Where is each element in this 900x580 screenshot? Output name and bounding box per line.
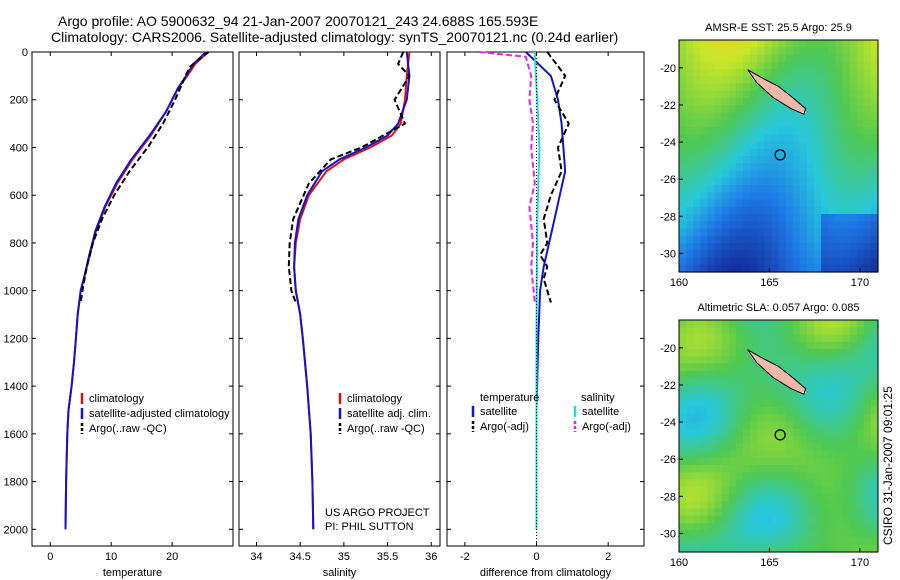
- map-x-tick-label-sst: 165: [760, 277, 778, 289]
- legend-temperature-2: Argo(..raw -QC): [89, 423, 167, 435]
- legend-diff-temp-satellite: satellite: [480, 406, 517, 418]
- y-tick-label: 800: [10, 238, 28, 250]
- series-line-temperature-satellite: [525, 51, 567, 530]
- x-tick-label-salinity: 34: [250, 551, 262, 563]
- series-line-salinity-satellite: [533, 51, 541, 530]
- y-tick-label: 400: [10, 142, 28, 154]
- x-tick-label-temperature: 20: [166, 551, 178, 563]
- y-tick-label: 1400: [4, 381, 28, 393]
- map-y-tick-label-sst: -30: [660, 248, 676, 260]
- x-tick-label-salinity: 34.5: [289, 551, 310, 563]
- x-tick-label-difference: -2: [460, 551, 470, 563]
- legend-diff-sal-argo: Argo(-adj): [582, 421, 631, 433]
- plot-frame-salinity: [238, 51, 441, 547]
- x-tick-label-difference: 2: [605, 551, 611, 563]
- island-new-caledonia-sla: [747, 349, 807, 395]
- series-line-argo-raw-qc-: [287, 51, 411, 303]
- series-line-climatology: [64, 51, 209, 530]
- credit-pi: PI: PHIL SUTTON: [325, 521, 414, 533]
- map-field-sst: [679, 40, 879, 273]
- legend-salinity-2: Argo(..raw -QC): [347, 423, 425, 435]
- series-line-temperature-argo-adj-: [538, 51, 570, 303]
- legend-salinity-1: satellite adj. clim.: [347, 408, 431, 420]
- x-axis-label-difference: difference from climatology: [480, 567, 612, 579]
- argo-position-marker-sla: [774, 429, 786, 441]
- legend-group-title-salinity: salinity: [581, 392, 615, 404]
- map-frame-sst: [678, 39, 879, 273]
- map-field-sla: [679, 320, 879, 553]
- x-tick-label-temperature: 0: [47, 551, 53, 563]
- x-tick-label-difference: 0: [533, 551, 539, 563]
- legend-temperature-1: satellite-adjusted climatology: [89, 408, 230, 420]
- legend-group-title-temperature: temperature: [480, 392, 539, 404]
- legend-diff-temp-argo: Argo(-adj): [480, 421, 529, 433]
- map-y-tick-label-sst: -22: [660, 100, 676, 112]
- x-tick-label-salinity: 36: [425, 551, 437, 563]
- plot-frame-difference: [446, 51, 645, 547]
- figure-title-line1: Argo profile: AO 5900632_94 21-Jan-2007 …: [58, 13, 539, 29]
- y-tick-label: 2000: [4, 524, 28, 536]
- credit-project: US ARGO PROJECT: [325, 507, 430, 519]
- map-title-sst: AMSR-E SST: 25.5 Argo: 25.9: [705, 22, 852, 34]
- map-y-tick-label-sst: -26: [660, 174, 676, 186]
- map-title-sla: Altimetric SLA: 0.057 Argo: 0.085: [697, 302, 859, 314]
- y-tick-label: 1200: [4, 333, 28, 345]
- legend-salinity-0: climatology: [347, 393, 403, 405]
- map-x-tick-label-sla: 170: [851, 557, 869, 569]
- legend-diff-sal-satellite: satellite: [582, 406, 619, 418]
- y-tick-label: 1600: [4, 429, 28, 441]
- map-y-tick-label-sst: -28: [660, 211, 676, 223]
- map-y-tick-label-sla: -28: [660, 491, 676, 503]
- series-line-salinity-argo-adj-: [479, 51, 536, 303]
- map-y-tick-label-sla: -30: [660, 528, 676, 540]
- map-y-tick-label-sla: -26: [660, 454, 676, 466]
- x-tick-label-temperature: 10: [105, 551, 117, 563]
- y-tick-label: 600: [10, 190, 28, 202]
- y-tick-label: 1000: [4, 286, 28, 298]
- map-x-tick-label-sst: 160: [670, 277, 688, 289]
- map-x-tick-label-sst: 170: [851, 277, 869, 289]
- map-x-tick-label-sla: 160: [670, 557, 688, 569]
- map-y-tick-label-sla: -22: [660, 380, 676, 392]
- legend-temperature-0: climatology: [89, 393, 145, 405]
- map-x-tick-label-sla: 165: [760, 557, 778, 569]
- series-line-argo-raw-qc-: [79, 51, 210, 303]
- series-line-satellite-adjusted-climatology: [64, 51, 207, 530]
- y-tick-label: 1800: [4, 477, 28, 489]
- plot-frame-temperature: [31, 51, 234, 547]
- map-y-tick-label-sst: -20: [660, 63, 676, 75]
- map-y-tick-label-sst: -24: [660, 137, 676, 149]
- map-frame-sla: [678, 319, 879, 553]
- figure-title-line2: Climatology: CARS2006. Satellite-adjuste…: [51, 29, 619, 45]
- map-y-tick-label-sla: -20: [660, 343, 676, 355]
- argo-position-marker-sst: [774, 149, 786, 161]
- island-new-caledonia-sst: [747, 69, 807, 115]
- x-tick-label-salinity: 35.5: [377, 551, 398, 563]
- series-line-satellite-adj-clim-: [293, 51, 411, 530]
- y-tick-label: 200: [10, 95, 28, 107]
- y-tick-label: 0: [22, 47, 28, 59]
- timestamp-stamp: CSIRO 31-Jan-2007 09:01:25: [881, 386, 895, 545]
- map-y-tick-label-sla: -24: [660, 417, 676, 429]
- x-axis-label-temperature: temperature: [103, 567, 162, 579]
- x-axis-label-salinity: salinity: [323, 567, 357, 579]
- x-tick-label-salinity: 35: [338, 551, 350, 563]
